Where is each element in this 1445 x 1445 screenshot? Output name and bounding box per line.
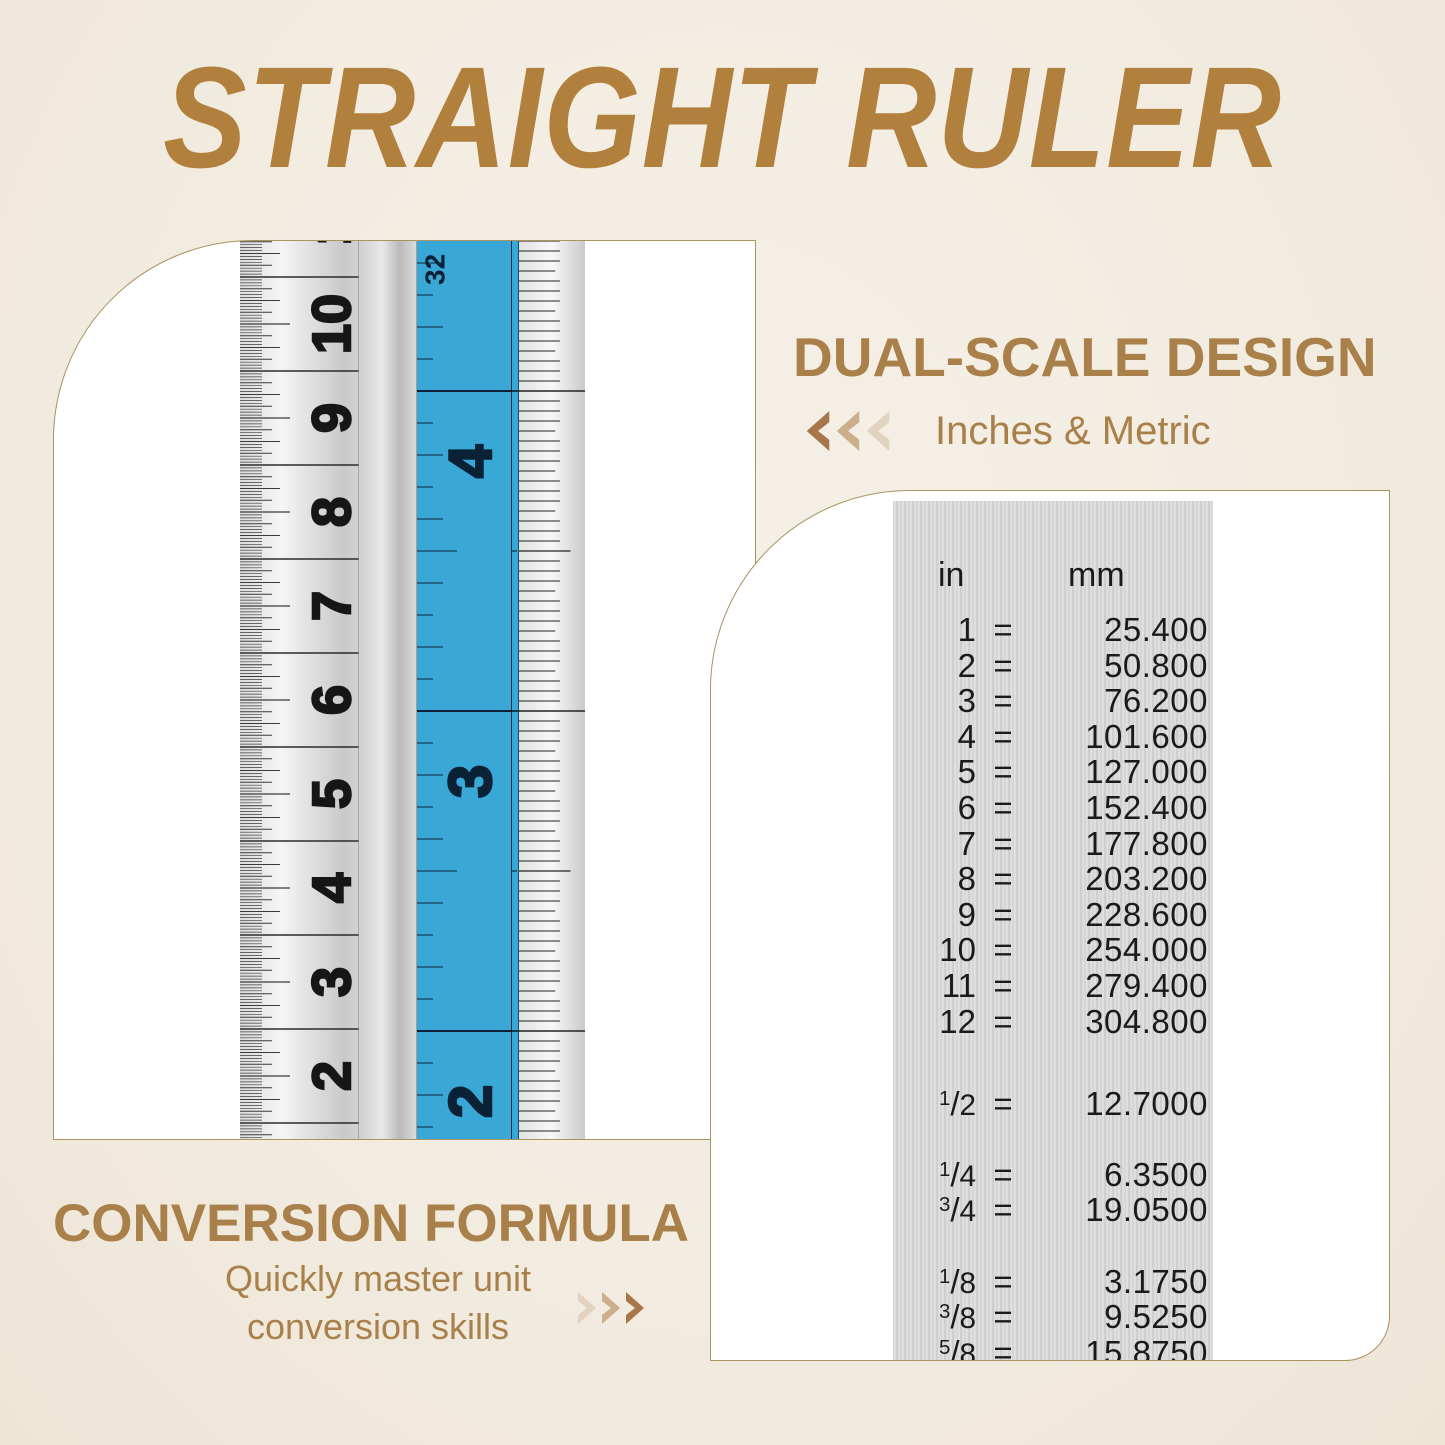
- svg-text:32: 32: [420, 254, 451, 285]
- svg-text:9: 9: [302, 403, 362, 433]
- svg-text:4: 4: [302, 873, 362, 903]
- svg-text:3: 3: [302, 967, 362, 997]
- svg-text:5: 5: [302, 779, 362, 809]
- svg-text:8: 8: [302, 497, 362, 527]
- svg-text:2: 2: [437, 1085, 504, 1118]
- svg-text:4: 4: [437, 444, 504, 478]
- svg-text:7: 7: [302, 591, 362, 621]
- svg-text:10: 10: [302, 294, 362, 354]
- svg-text:2: 2: [302, 1061, 362, 1091]
- svg-text:1: 1: [302, 241, 362, 245]
- svg-text:3: 3: [437, 765, 504, 798]
- svg-text:6: 6: [302, 685, 362, 715]
